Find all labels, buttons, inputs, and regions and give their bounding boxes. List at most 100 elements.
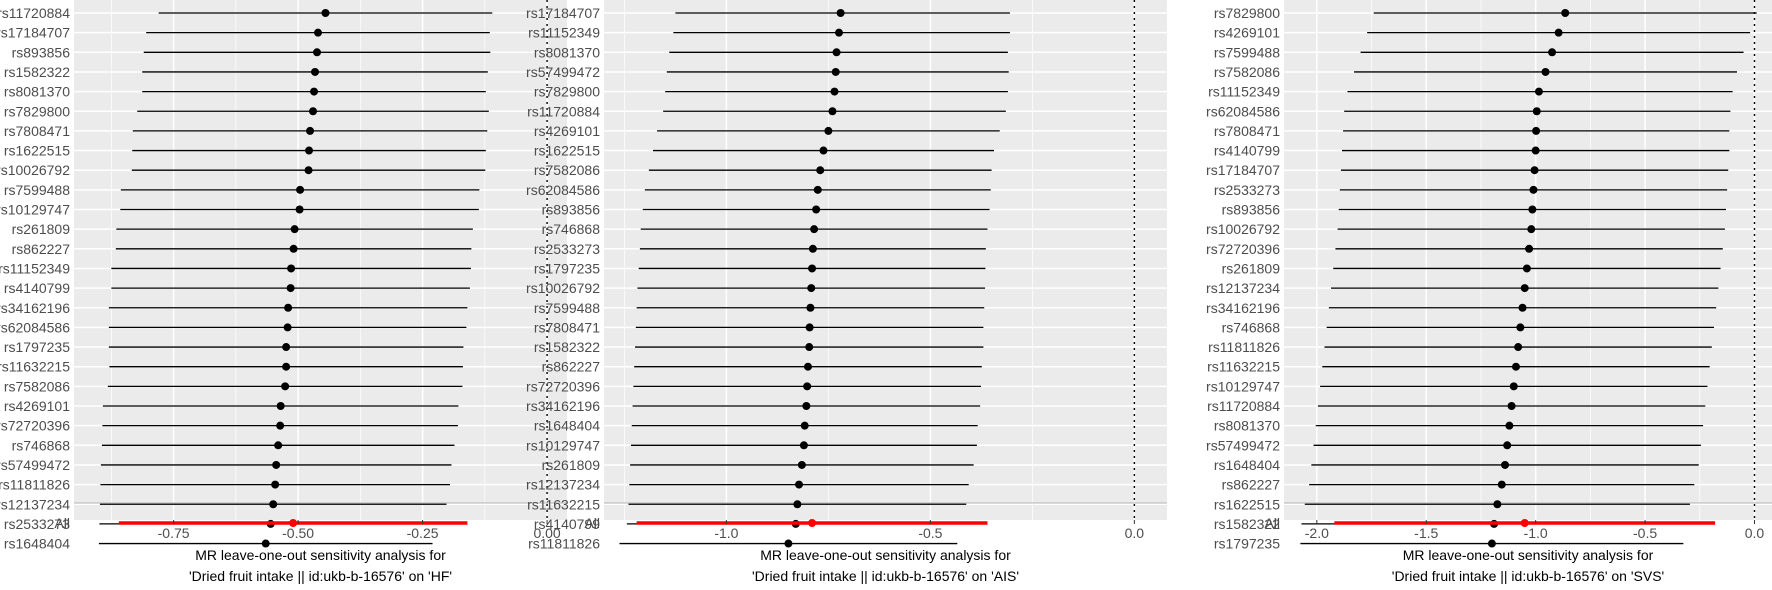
snp-label: rs11152349 [528,25,600,41]
point-estimate [290,225,299,234]
point-estimate [831,67,840,76]
point-estimate [812,205,821,214]
snp-label: rs11720884 [0,5,70,21]
point-estimate [274,441,283,450]
point-estimate [282,362,291,371]
point-estimate [1487,539,1496,548]
snp-label: rs7829800 [4,103,70,119]
point-estimate [805,343,814,352]
snp-label: rs7808471 [4,123,70,139]
snp-label: rs17184707 [1206,162,1280,178]
x-axis-title: 'Dried fruit intake || id:ukb-b-16576' o… [752,568,1019,584]
snp-label: rs72720396 [1206,241,1280,257]
point-estimate [1530,166,1539,175]
snp-label: rs57499472 [0,457,70,473]
snp-label: rs893856 [12,44,71,60]
overall-label: All [54,515,70,531]
snp-label: rs10129747 [0,202,70,218]
snp-label: rs746868 [542,221,601,237]
point-estimate [810,225,819,234]
point-estimate [806,303,815,312]
snp-label: rs1648404 [1214,457,1280,473]
x-tick-label: -0.50 [282,525,314,541]
snp-label: rs7582086 [4,378,70,394]
snp-label: rs72720396 [526,378,600,394]
point-estimate [1525,244,1534,253]
point-estimate [1511,362,1520,371]
snp-label: rs10026792 [526,280,600,296]
snp-label: rs1797235 [534,260,600,276]
snp-label: rs11720884 [1207,398,1280,414]
snp-label: rs17184707 [0,25,70,41]
point-estimate [832,48,841,57]
point-estimate [807,284,816,293]
point-estimate [269,500,278,509]
point-estimate [1548,48,1557,57]
x-axis-title: 'Dried fruit intake || id:ukb-b-16576' o… [189,568,452,584]
snp-label: rs11811826 [528,536,600,552]
point-estimate [276,421,285,430]
snp-label: rs2533273 [4,516,70,532]
point-estimate [283,323,292,332]
snp-label: rs8081370 [534,44,600,60]
snp-label: rs11811826 [0,477,70,493]
snp-label: rs7808471 [1214,123,1280,139]
snp-label: rs11632215 [1207,359,1280,375]
x-axis-title: 'Dried fruit intake || id:ukb-b-16576' o… [1392,568,1664,584]
point-estimate [1505,421,1514,430]
point-estimate [309,107,318,116]
point-estimate [799,441,808,450]
snp-label: rs7829800 [534,84,600,100]
snp-label: rs11632215 [0,359,70,375]
point-estimate [305,146,314,155]
point-estimate [805,323,814,332]
snp-label: rs1582322 [534,339,600,355]
point-estimate [272,460,281,469]
snp-label: rs10129747 [1206,378,1280,394]
point-estimate [311,67,320,76]
snp-label: rs10129747 [526,437,600,453]
x-tick-label: -2.0 [1305,525,1329,541]
snp-label: rs746868 [12,437,71,453]
snp-label: rs1648404 [4,536,70,552]
snp-label: rs62084586 [0,319,70,335]
overall-estimate [808,519,817,527]
snp-label: rs62084586 [526,182,600,198]
snp-label: rs7599488 [4,182,70,198]
point-estimate [1541,67,1550,76]
x-axis-title: MR leave-one-out sensitivity analysis fo… [195,547,446,563]
x-tick-label: -0.25 [407,525,439,541]
point-estimate [1528,205,1537,214]
snp-label: rs261809 [12,221,71,237]
x-tick-label: 0.0 [1745,525,1765,541]
snp-label: rs1582322 [1214,516,1280,532]
point-estimate [1493,500,1502,509]
panel-background [1284,0,1772,520]
snp-label: rs862227 [1222,477,1281,493]
snp-label: rs34162196 [526,398,600,414]
point-estimate [1532,126,1541,135]
snp-label: rs7582086 [1214,64,1280,80]
x-tick-label: 0.0 [1125,525,1145,541]
point-estimate [282,343,291,352]
snp-label: rs7599488 [1214,44,1280,60]
snp-label: rs1797235 [1214,536,1280,552]
point-estimate [793,500,802,509]
snp-label: rs10026792 [0,162,70,178]
point-estimate [1507,402,1516,410]
snp-label: rs8081370 [4,84,70,100]
point-estimate [321,9,330,17]
point-estimate [802,402,811,410]
point-estimate [1561,9,1570,17]
point-estimate [314,28,323,37]
point-estimate [819,146,828,155]
point-estimate [795,480,804,489]
snp-label: rs4140799 [534,516,600,532]
x-tick-label: -0.5 [918,525,942,541]
x-tick-label: -1.0 [714,525,738,541]
point-estimate [813,185,822,194]
snp-label: rs862227 [12,241,71,257]
snp-label: rs4140799 [1214,143,1280,159]
x-tick-label: -0.75 [158,525,190,541]
